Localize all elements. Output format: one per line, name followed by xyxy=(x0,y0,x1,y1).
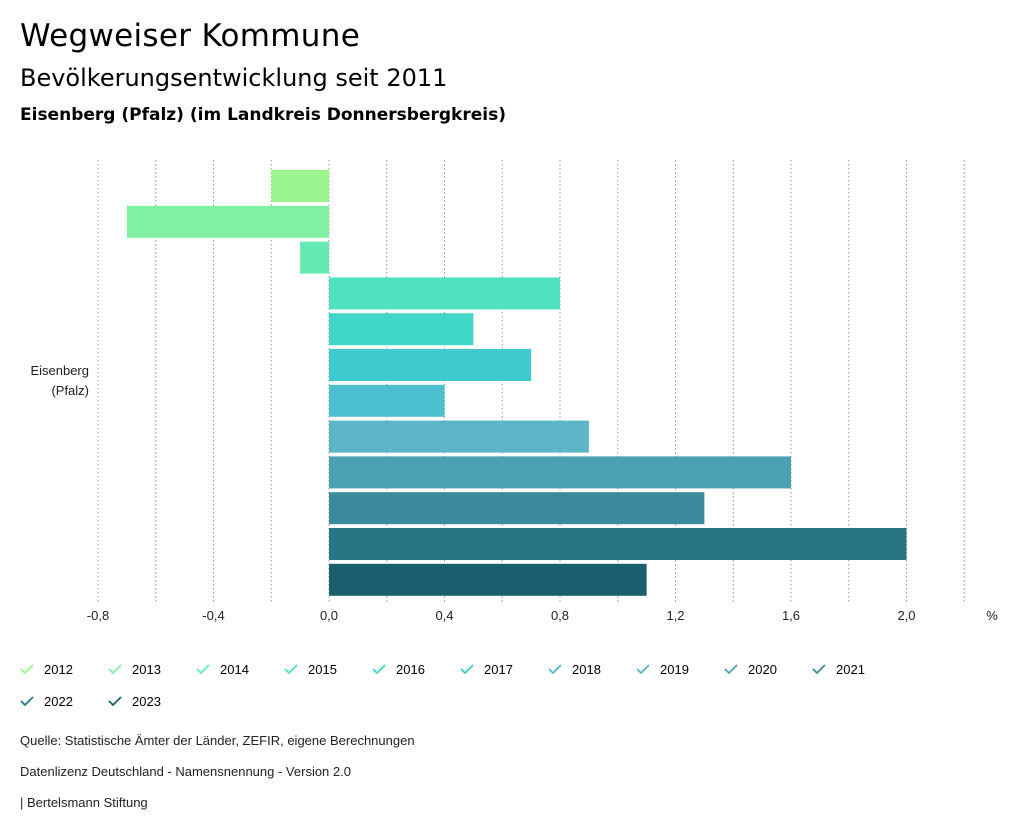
legend-label: 2014 xyxy=(220,661,249,677)
legend-label: 2019 xyxy=(660,661,689,677)
legend-label: 2020 xyxy=(748,661,777,677)
legend-item-2018[interactable]: 2018 xyxy=(548,659,601,679)
check-icon xyxy=(460,664,474,675)
bar-2013[interactable] xyxy=(126,205,329,238)
legend-item-2022[interactable]: 2022 xyxy=(20,691,73,711)
legend-item-2013[interactable]: 2013 xyxy=(108,659,161,679)
legend-label: 2018 xyxy=(572,661,601,677)
region-label: Eisenberg (Pfalz) (im Landkreis Donnersb… xyxy=(20,105,506,125)
x-tick-label: 0,4 xyxy=(435,608,453,623)
unit-label: % xyxy=(986,608,998,623)
legend-item-2014[interactable]: 2014 xyxy=(196,659,249,679)
legend-label: 2015 xyxy=(308,661,337,677)
x-tick-label: 2,0 xyxy=(897,608,915,623)
bar-2021[interactable] xyxy=(329,492,705,525)
legend-label: 2023 xyxy=(132,693,161,709)
bar-2023[interactable] xyxy=(329,563,647,596)
chart-subtitle: Bevölkerungsentwicklung seit 2011 xyxy=(20,64,448,92)
legend-label: 2012 xyxy=(44,661,73,677)
license-note: Datenlizenz Deutschland - Namensnennung … xyxy=(20,764,351,779)
bar-2016[interactable] xyxy=(329,313,474,346)
legend-item-2020[interactable]: 2020 xyxy=(724,659,777,679)
bar-2020[interactable] xyxy=(329,456,791,489)
x-tick-label: -0,8 xyxy=(87,608,109,623)
bar-2022[interactable] xyxy=(329,528,907,560)
check-icon xyxy=(548,664,562,675)
legend-label: 2022 xyxy=(44,693,73,709)
category-label: (Pfalz) xyxy=(51,383,89,398)
check-icon xyxy=(724,664,738,675)
legend-item-2015[interactable]: 2015 xyxy=(284,659,337,679)
legend-item-2019[interactable]: 2019 xyxy=(636,659,689,679)
x-tick-label: 1,2 xyxy=(666,608,684,623)
category-axis: Eisenberg (Pfalz) xyxy=(30,363,89,398)
check-icon xyxy=(108,664,122,675)
legend-label: 2013 xyxy=(132,661,161,677)
bar-2015[interactable] xyxy=(329,277,560,310)
x-tick-label: 0,0 xyxy=(320,608,338,623)
brand-note: | Bertelsmann Stiftung xyxy=(20,795,148,810)
legend-item-2021[interactable]: 2021 xyxy=(812,659,865,679)
legend-item-2023[interactable]: 2023 xyxy=(108,691,161,711)
check-icon xyxy=(812,664,826,675)
page-title: Wegweiser Kommune xyxy=(20,18,361,54)
legend-item-2017[interactable]: 2017 xyxy=(460,659,513,679)
bar-2012[interactable] xyxy=(271,170,329,202)
legend-label: 2021 xyxy=(836,661,865,677)
check-icon xyxy=(108,696,122,707)
bars xyxy=(126,170,907,596)
bar-2017[interactable] xyxy=(329,349,532,381)
check-icon xyxy=(284,664,298,675)
legend-item-2016[interactable]: 2016 xyxy=(372,659,425,679)
legend-label: 2016 xyxy=(396,661,425,677)
bar-2014[interactable] xyxy=(300,241,329,274)
check-icon xyxy=(20,664,34,675)
x-tick-label: 1,6 xyxy=(782,608,800,623)
x-tick-label: -0,4 xyxy=(202,608,224,623)
check-icon xyxy=(196,664,210,675)
bar-2019[interactable] xyxy=(329,420,589,453)
legend-item-2012[interactable]: 2012 xyxy=(20,659,73,679)
x-tick-label: 0,8 xyxy=(551,608,569,623)
check-icon xyxy=(20,696,34,707)
bar-2018[interactable] xyxy=(329,384,445,417)
x-axis: -0,8 -0,4 0,0 0,4 0,8 1,2 1,6 2,0% xyxy=(87,608,998,623)
check-icon xyxy=(636,664,650,675)
check-icon xyxy=(372,664,386,675)
legend-label: 2017 xyxy=(484,661,513,677)
source-note: Quelle: Statistische Ämter der Länder, Z… xyxy=(20,733,415,748)
category-label: Eisenberg xyxy=(30,363,89,378)
bar-chart: -0,8 -0,4 0,0 0,4 0,8 1,2 1,6 2,0% Eisenberg (Pf… xyxy=(30,160,998,623)
